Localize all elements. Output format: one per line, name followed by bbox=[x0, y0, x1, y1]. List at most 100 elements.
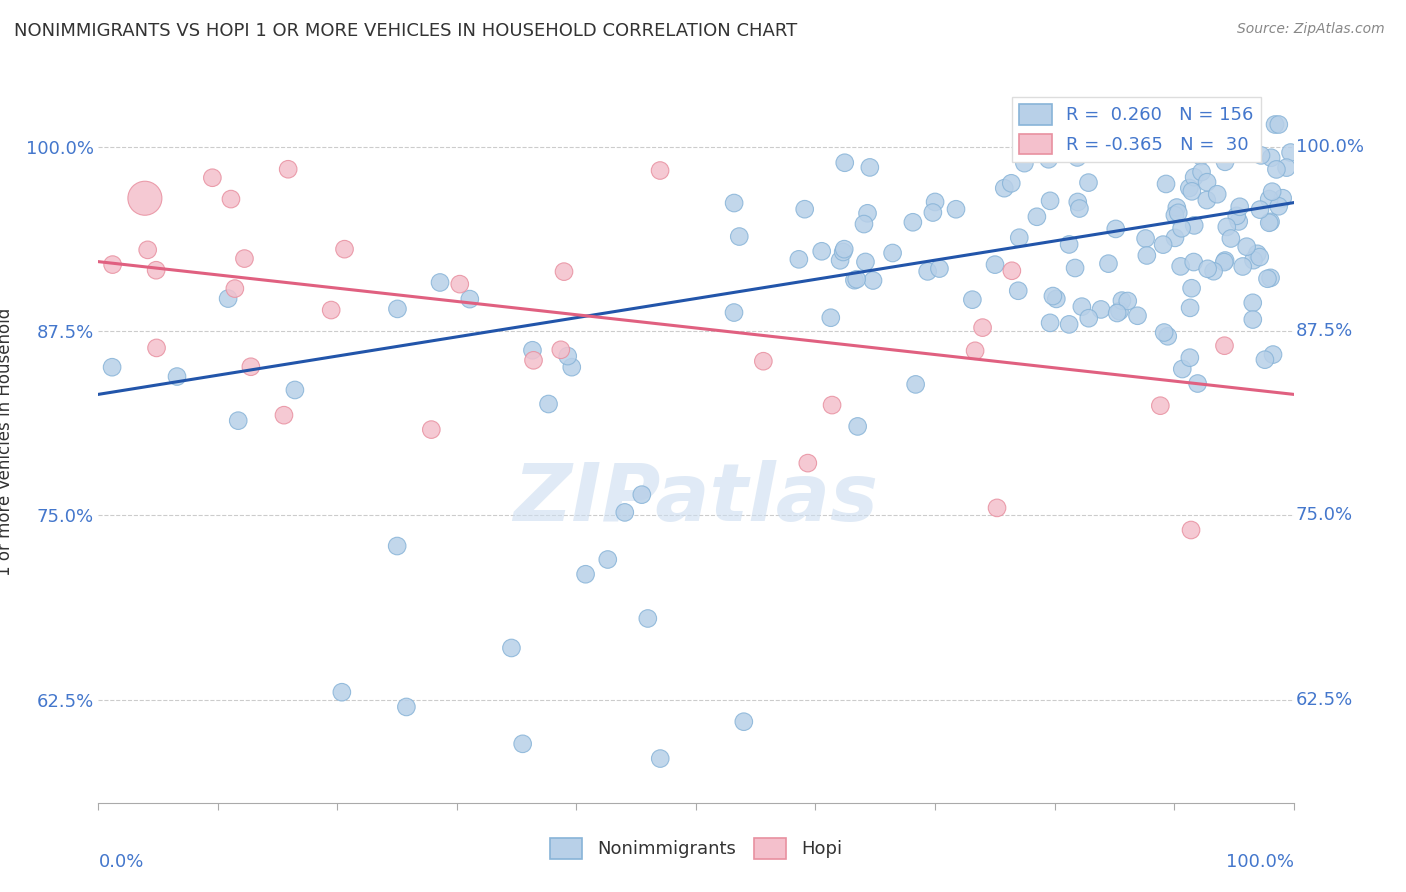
Point bbox=[1170, 221, 1192, 235]
Point bbox=[901, 215, 924, 229]
Point bbox=[1066, 151, 1088, 165]
Point bbox=[1069, 202, 1091, 216]
Point bbox=[1057, 237, 1080, 252]
Point bbox=[201, 170, 224, 185]
Point bbox=[832, 242, 855, 256]
Point bbox=[1189, 149, 1212, 163]
Point bbox=[821, 398, 844, 412]
Point bbox=[1258, 192, 1281, 206]
Point bbox=[561, 360, 583, 375]
Point bbox=[1077, 118, 1099, 132]
Point bbox=[1249, 250, 1271, 264]
Point bbox=[1249, 202, 1271, 217]
Point bbox=[1187, 376, 1209, 391]
Point bbox=[1232, 260, 1254, 274]
Point bbox=[904, 377, 927, 392]
Point bbox=[830, 253, 852, 268]
Point bbox=[832, 244, 855, 259]
Point bbox=[1107, 306, 1129, 320]
Point bbox=[1264, 118, 1286, 132]
Point bbox=[596, 552, 619, 566]
Point bbox=[1246, 247, 1268, 261]
Point bbox=[501, 640, 523, 655]
Point bbox=[1167, 118, 1189, 132]
Point bbox=[965, 343, 987, 358]
Point bbox=[1067, 194, 1090, 209]
Point bbox=[1126, 309, 1149, 323]
Point bbox=[1205, 138, 1227, 153]
Point bbox=[1170, 260, 1192, 274]
Point bbox=[1167, 206, 1189, 220]
Point bbox=[1143, 131, 1166, 145]
Point bbox=[553, 265, 575, 279]
Point bbox=[1001, 264, 1024, 278]
Point bbox=[1258, 216, 1281, 230]
Point bbox=[924, 194, 946, 209]
Point bbox=[273, 408, 295, 422]
Text: 87.5%: 87.5% bbox=[1296, 322, 1353, 340]
Point bbox=[1275, 161, 1298, 175]
Point bbox=[420, 423, 443, 437]
Point bbox=[449, 277, 471, 292]
Point bbox=[557, 349, 579, 363]
Point bbox=[512, 737, 534, 751]
Point bbox=[321, 303, 343, 318]
Point bbox=[1154, 177, 1177, 191]
Point bbox=[1000, 176, 1022, 190]
Point bbox=[650, 751, 672, 765]
Point bbox=[522, 353, 544, 368]
Point bbox=[1167, 130, 1189, 145]
Point bbox=[733, 714, 755, 729]
Point bbox=[1105, 222, 1128, 236]
Point bbox=[1181, 281, 1204, 295]
Point bbox=[1213, 253, 1236, 268]
Point bbox=[1039, 194, 1062, 208]
Point bbox=[1077, 311, 1099, 326]
Point bbox=[1195, 193, 1218, 207]
Point bbox=[846, 419, 869, 434]
Point bbox=[395, 700, 418, 714]
Point bbox=[1152, 237, 1174, 252]
Point bbox=[1197, 261, 1219, 276]
Point bbox=[1234, 142, 1257, 156]
Point bbox=[962, 293, 984, 307]
Point bbox=[166, 369, 188, 384]
Point bbox=[134, 191, 156, 205]
Point bbox=[862, 273, 884, 287]
Point bbox=[752, 354, 775, 368]
Point bbox=[1279, 145, 1302, 160]
Point bbox=[1267, 199, 1289, 213]
Point bbox=[1007, 284, 1029, 298]
Point bbox=[1135, 231, 1157, 245]
Point bbox=[1213, 154, 1236, 169]
Point bbox=[219, 192, 242, 206]
Point bbox=[1166, 201, 1188, 215]
Point bbox=[917, 264, 939, 278]
Point bbox=[1136, 248, 1159, 262]
Point bbox=[834, 155, 856, 169]
Point bbox=[217, 292, 239, 306]
Point bbox=[1171, 362, 1194, 376]
Point bbox=[1243, 253, 1265, 268]
Point bbox=[728, 229, 751, 244]
Point bbox=[648, 163, 671, 178]
Point bbox=[226, 414, 249, 428]
Point bbox=[1229, 200, 1251, 214]
Point bbox=[1168, 137, 1191, 152]
Point bbox=[1206, 187, 1229, 202]
Point bbox=[284, 383, 307, 397]
Point bbox=[1178, 301, 1201, 315]
Point bbox=[1182, 170, 1205, 185]
Point bbox=[1213, 339, 1236, 353]
Point bbox=[1271, 191, 1294, 205]
Point bbox=[1250, 148, 1272, 162]
Point bbox=[856, 206, 879, 220]
Point bbox=[1164, 208, 1187, 222]
Point bbox=[1157, 329, 1180, 343]
Point bbox=[233, 252, 256, 266]
Point bbox=[1064, 260, 1087, 275]
Point bbox=[1111, 293, 1133, 308]
Point bbox=[972, 320, 994, 334]
Point bbox=[1122, 145, 1144, 160]
Point bbox=[1042, 289, 1064, 303]
